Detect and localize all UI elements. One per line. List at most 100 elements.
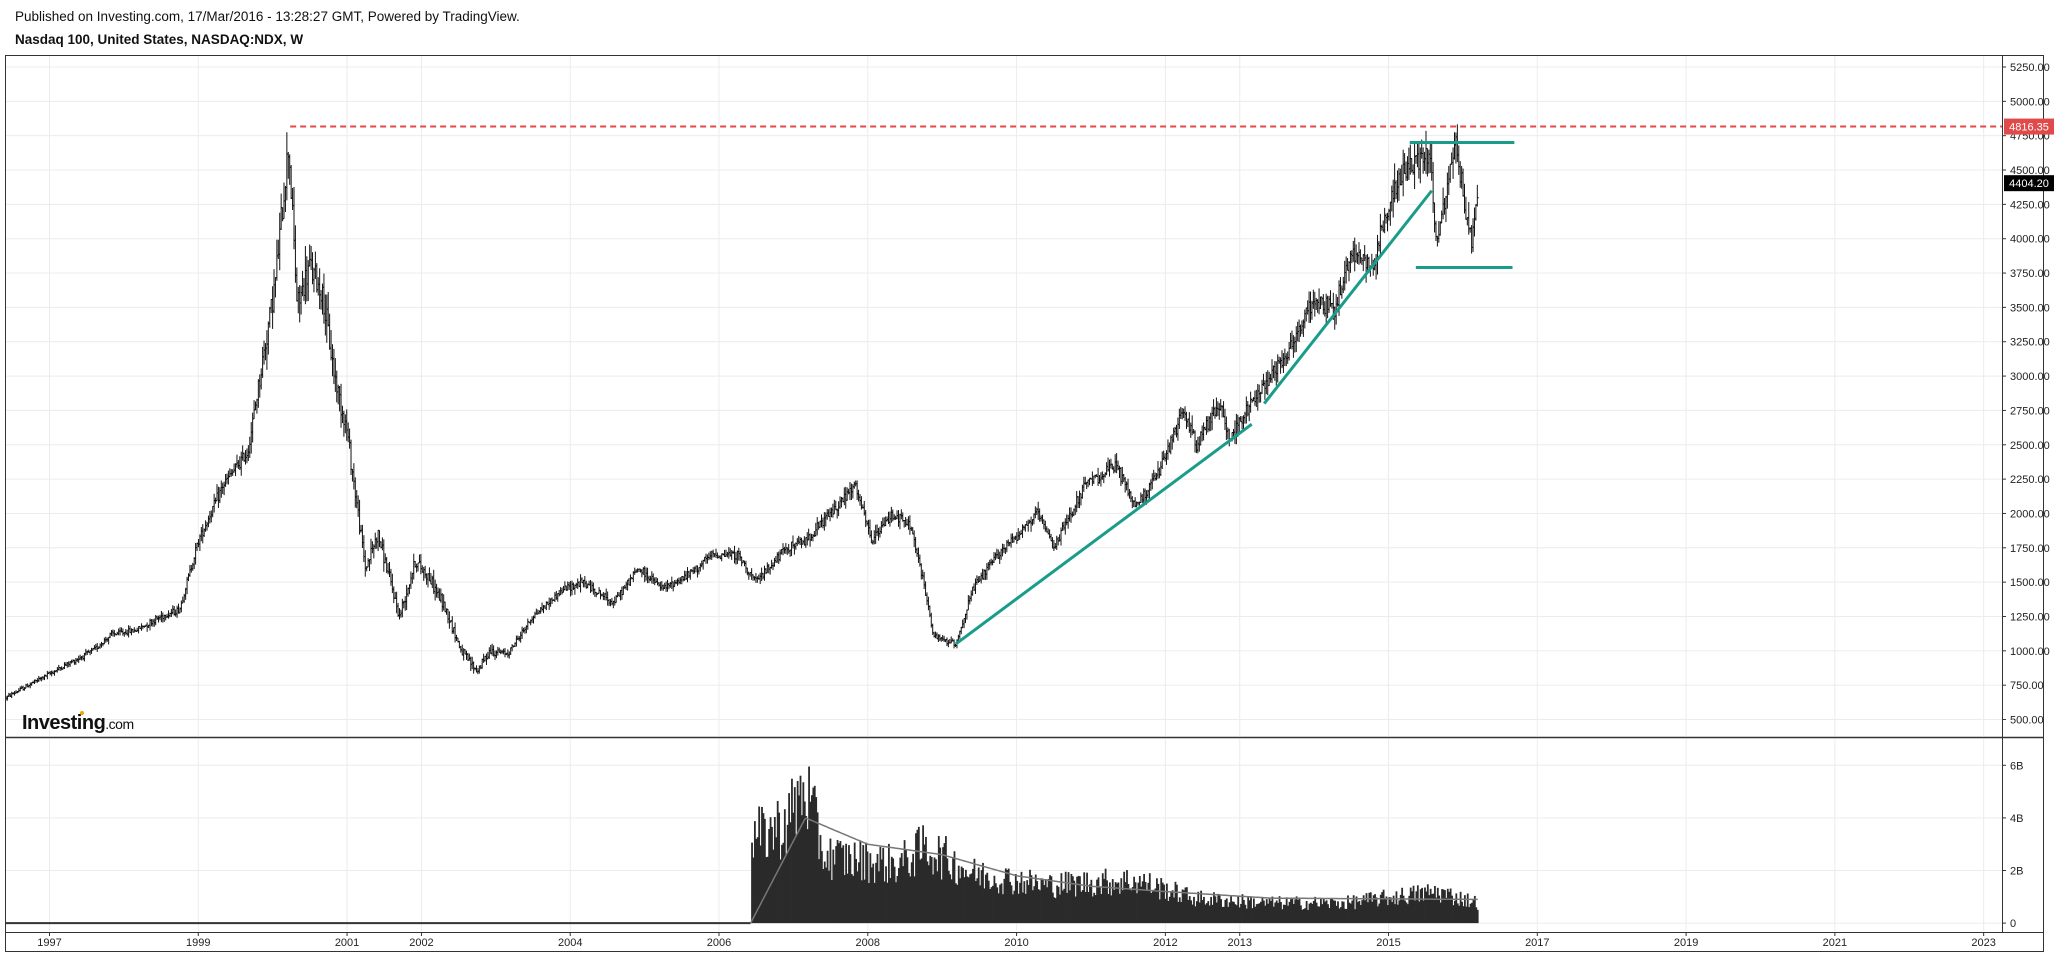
volume-bar — [1395, 891, 1398, 924]
volume-bar — [974, 881, 977, 924]
volume-bar — [980, 870, 983, 924]
volume-bar — [1298, 897, 1301, 924]
volume-bar — [1424, 887, 1426, 924]
volume-bar — [966, 876, 969, 924]
volume-bar — [912, 853, 915, 924]
volume-bar — [1369, 892, 1372, 924]
volume-bar — [1027, 884, 1030, 924]
time-tick-label: 2019 — [1674, 937, 1698, 949]
volume-bar — [972, 868, 974, 924]
volume-tick-label: 4B — [2010, 813, 2023, 825]
volume-bar — [1211, 904, 1214, 924]
volume-bar — [815, 797, 818, 924]
volume-bar — [942, 847, 944, 924]
volume-bar — [1338, 908, 1341, 924]
volume-bar — [1416, 885, 1419, 924]
volume-bar — [1300, 905, 1302, 924]
volume-bar — [1200, 890, 1203, 924]
volume-bar — [927, 865, 930, 924]
volume-bar — [1107, 893, 1110, 924]
volume-bar — [818, 859, 820, 924]
volume-bar — [880, 859, 883, 924]
volume-bar — [916, 829, 919, 924]
price-tick-label: 2250.00 — [2010, 474, 2050, 486]
volume-bar — [946, 858, 949, 924]
volume-bar — [1224, 899, 1227, 924]
volume-bar — [960, 866, 963, 924]
volume-bar — [836, 840, 839, 924]
volume-bar — [1147, 882, 1150, 924]
chart-frame — [5, 55, 2044, 952]
volume-bar — [1419, 889, 1422, 924]
volume-bar — [809, 801, 812, 924]
volume-bar — [1006, 869, 1009, 924]
volume-bar — [1277, 902, 1280, 924]
volume-bar — [1087, 892, 1090, 924]
volume-bar — [812, 787, 815, 924]
volume-bar — [835, 846, 838, 924]
volume-bar — [1295, 896, 1298, 924]
volume-bar — [969, 874, 972, 924]
volume-bar — [1315, 902, 1318, 924]
volume-bar — [1305, 900, 1308, 924]
volume-bar — [967, 877, 970, 924]
volume-bar — [1301, 909, 1304, 924]
volume-bar — [1010, 885, 1013, 924]
volume-bar — [896, 875, 899, 924]
volume-bar — [937, 836, 940, 924]
volume-bar — [1041, 878, 1044, 924]
volume-bar — [1307, 909, 1309, 924]
volume-bar — [1108, 882, 1111, 924]
volume-bar — [962, 868, 964, 924]
volume-bar — [1190, 900, 1193, 924]
volume-bar — [806, 829, 809, 924]
volume-bar — [1337, 901, 1339, 924]
volume-bar — [1188, 896, 1191, 924]
price-tick-label: 3750.00 — [2010, 268, 2050, 280]
price-tick-label: 3500.00 — [2010, 302, 2050, 314]
volume-bar — [1037, 889, 1040, 924]
volume-bars — [6, 766, 1479, 925]
volume-bar — [1223, 906, 1225, 924]
volume-bar — [1240, 903, 1242, 924]
volume-bar — [1171, 890, 1174, 924]
volume-bar — [1408, 895, 1411, 924]
volume-bar — [771, 826, 773, 924]
volume-bar — [768, 828, 771, 924]
resistance-price-tag-text: 4816.35 — [2009, 122, 2049, 134]
volume-bar — [947, 870, 950, 924]
volume-bar — [1262, 900, 1265, 924]
volume-bar — [996, 887, 999, 924]
volume-bar — [1415, 891, 1418, 924]
volume-bar — [1317, 906, 1319, 924]
volume-bar — [1394, 904, 1396, 924]
volume-bar — [943, 843, 946, 924]
volume-bar — [1459, 891, 1462, 924]
volume-bar — [1375, 897, 1378, 924]
volume-bar — [1267, 903, 1270, 924]
price-tick-label: 500.00 — [2010, 715, 2044, 727]
volume-bar — [796, 780, 799, 924]
volume-bar — [1399, 894, 1402, 924]
time-tick-label: 1997 — [37, 937, 61, 949]
volume-bar — [1097, 877, 1100, 924]
volume-bar — [1185, 887, 1188, 924]
volume-bar — [1167, 900, 1170, 924]
volume-bar — [997, 893, 1000, 924]
volume-bar — [1094, 895, 1097, 924]
volume-bar — [923, 844, 926, 924]
volume-bar — [1184, 887, 1187, 924]
volume-bar — [1425, 891, 1428, 924]
volume-bar — [1160, 878, 1163, 924]
volume-bar — [1281, 909, 1284, 924]
volume-bar — [792, 812, 795, 924]
volume-bar — [1201, 899, 1204, 924]
volume-bar — [1342, 901, 1345, 924]
volume-bar — [1444, 890, 1446, 924]
volume-bar — [993, 875, 996, 924]
volume-bar — [1143, 874, 1145, 924]
volume-bar — [1213, 892, 1215, 924]
volume-bar — [1012, 894, 1014, 924]
volume-bar — [1193, 896, 1195, 924]
